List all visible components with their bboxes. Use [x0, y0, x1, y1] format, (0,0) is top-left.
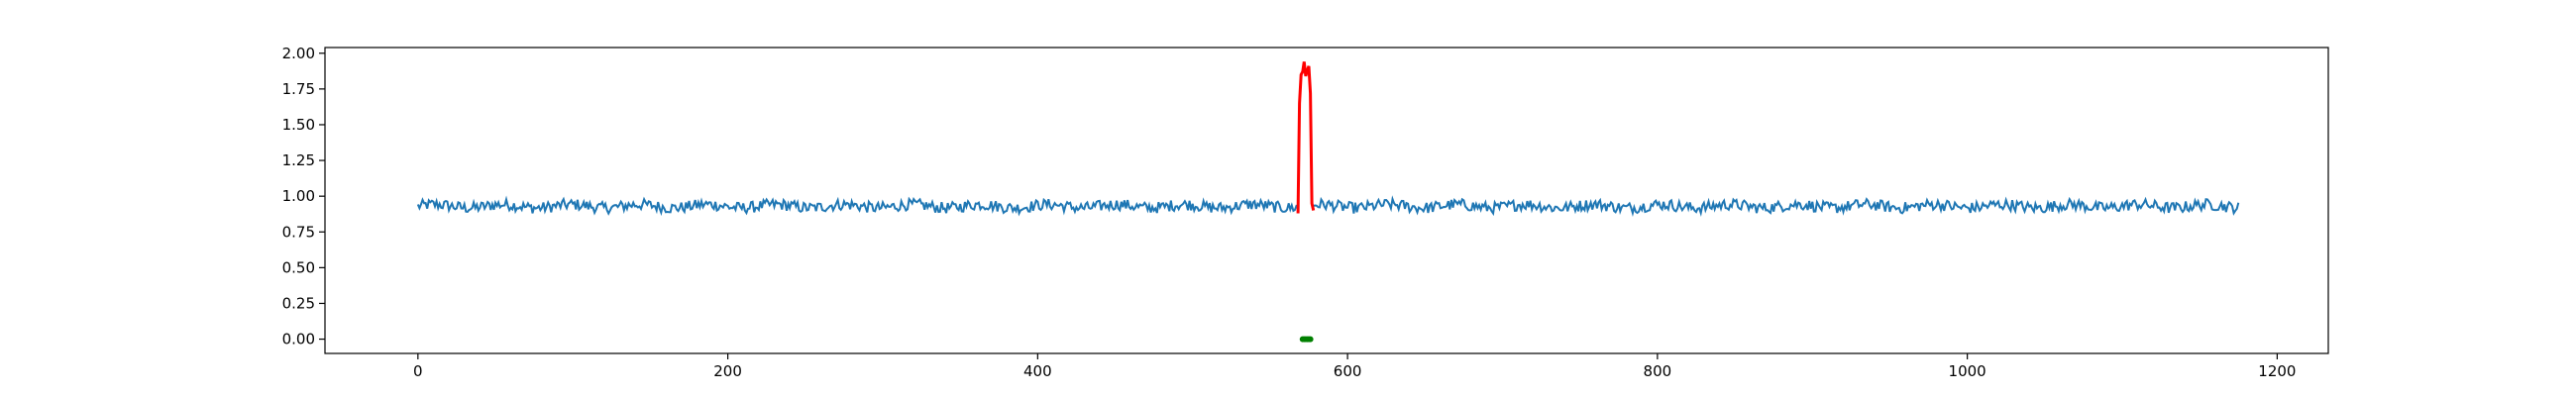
x-tick-label: 200 [713, 362, 742, 380]
x-tick-label: 1000 [1949, 362, 1986, 380]
y-tick-label: 0.25 [282, 294, 315, 312]
x-tick-label: 400 [1023, 362, 1052, 380]
y-tick-label: 0.50 [282, 258, 315, 276]
x-axis: 0 200 400 600 800 1000 1200 [413, 353, 2296, 380]
series-line-1 [1296, 61, 1316, 214]
x-tick-label: 0 [413, 362, 423, 380]
x-tick-label: 1200 [2258, 362, 2296, 380]
data-point [1307, 336, 1314, 343]
y-tick-label: 1.75 [282, 80, 315, 98]
series-line-0-0 [416, 195, 1299, 217]
series-line-0-1 [1313, 195, 2240, 218]
plot-border [324, 47, 2329, 354]
y-tick-label: 1.00 [282, 187, 315, 205]
y-tick-label: 1.50 [282, 116, 315, 134]
x-tick-label: 800 [1644, 362, 1672, 380]
plot-lines [416, 61, 2240, 343]
x-tick-label: 600 [1334, 362, 1362, 380]
y-tick-label: 0.00 [282, 331, 315, 348]
y-tick-label: 1.25 [282, 151, 315, 169]
y-tick-label: 0.75 [282, 223, 315, 241]
y-tick-label: 2.00 [282, 45, 315, 62]
axes-frame [324, 47, 2329, 354]
y-axis: 0.00 0.25 0.50 0.75 1.00 1.25 1.50 1.75 2.00 [282, 45, 325, 348]
